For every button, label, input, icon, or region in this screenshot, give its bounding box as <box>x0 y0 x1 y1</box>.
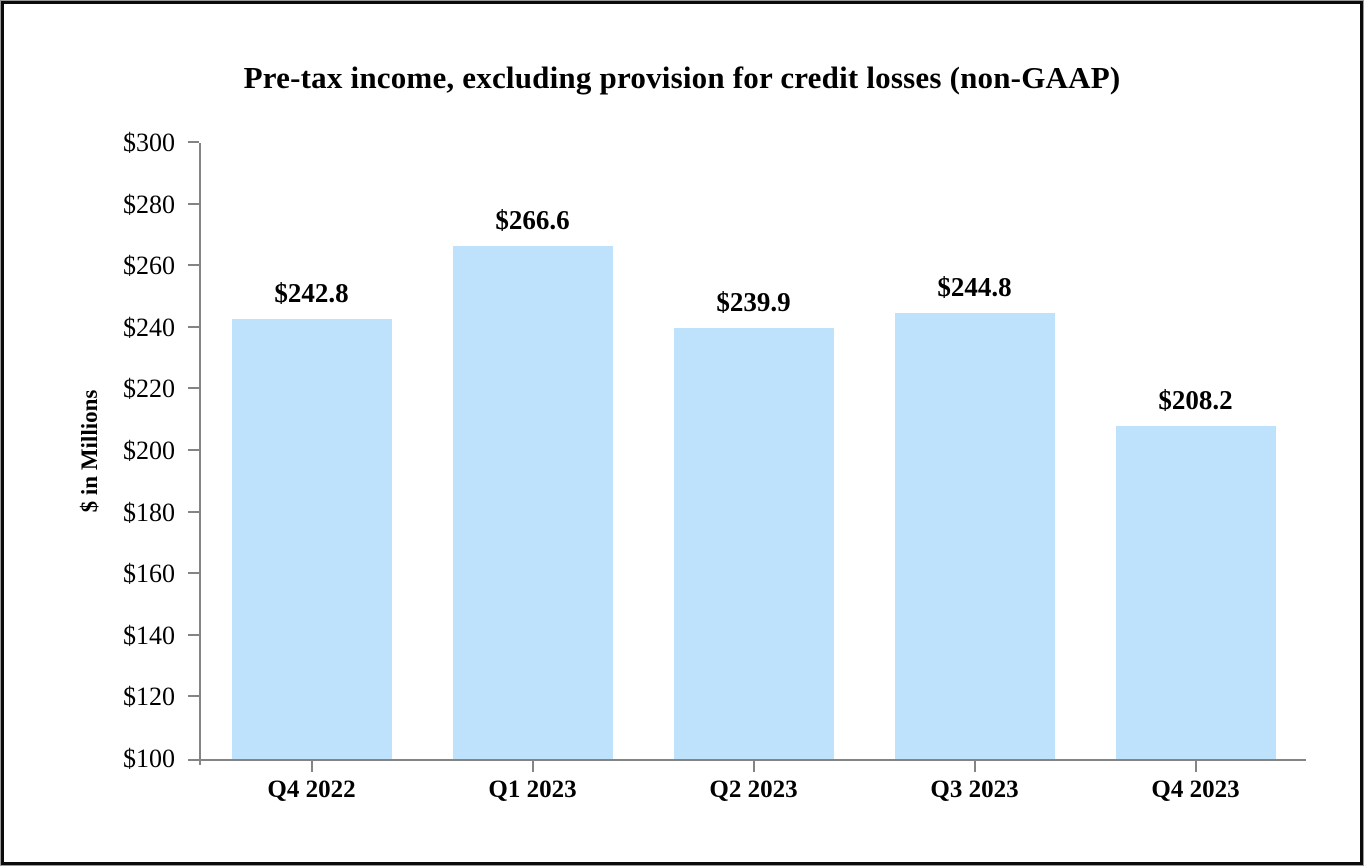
y-tick <box>188 141 199 143</box>
y-tick-label: $100 <box>123 744 175 773</box>
x-axis-label: Q3 2023 <box>930 776 1019 803</box>
y-tick-label: $140 <box>123 620 175 650</box>
x-axis-label: Q4 2023 <box>1151 776 1240 803</box>
plot-area: $100 $120 $140 $160 $180 $200 $220 $240 $260 $280… <box>123 128 1306 803</box>
x-axis-label: Q2 2023 <box>709 776 798 803</box>
y-tick <box>188 387 199 390</box>
bar-value-label: $239.9 <box>716 287 791 318</box>
x-tick <box>310 759 313 772</box>
bar <box>452 245 613 759</box>
bar-value-label: $242.8 <box>274 278 349 309</box>
x-axis-label: Q4 2022 <box>267 776 356 803</box>
y-tick <box>188 325 199 328</box>
y-tick-label: $260 <box>123 251 175 281</box>
y-tick <box>188 264 199 267</box>
y-axis-line <box>199 143 201 765</box>
y-tick <box>188 695 199 698</box>
y-tick <box>188 572 199 575</box>
y-tick <box>188 449 199 451</box>
bar <box>231 319 392 759</box>
y-tick <box>188 510 199 513</box>
y-tick-label: $160 <box>123 559 175 589</box>
x-tick <box>973 759 976 772</box>
bar <box>894 313 1055 759</box>
x-tick <box>531 759 534 772</box>
x-tick <box>752 759 755 772</box>
x-tick <box>1194 759 1197 772</box>
y-tick-label: $200 <box>123 436 175 465</box>
y-tick <box>188 202 199 205</box>
bar-value-label: $208.2 <box>1158 384 1233 415</box>
y-tick-label: $240 <box>123 312 175 342</box>
bar <box>673 328 834 759</box>
y-tick-label: $120 <box>123 682 175 712</box>
y-tick-label: $300 <box>123 128 175 157</box>
x-axis-label: Q1 2023 <box>488 776 577 803</box>
chart-title: Pre-tax income, excluding provision for … <box>243 60 1121 95</box>
y-tick <box>188 633 199 636</box>
y-tick-label: $180 <box>123 497 175 527</box>
y-tick-label: $280 <box>123 189 175 219</box>
y-tick-label: $220 <box>123 374 175 404</box>
bar-value-label: $244.8 <box>937 272 1012 303</box>
bar-value-label: $266.6 <box>495 204 570 235</box>
y-tick <box>188 759 199 761</box>
bar <box>1115 425 1276 759</box>
